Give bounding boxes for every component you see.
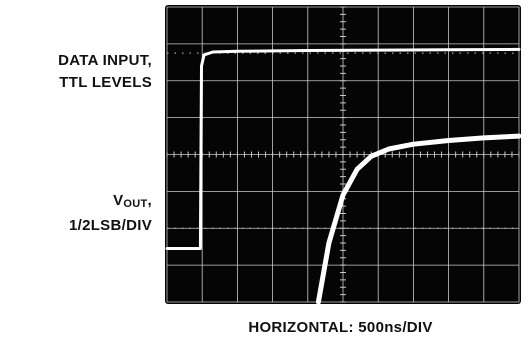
vout-main: V xyxy=(113,192,124,209)
oscilloscope-screen xyxy=(165,5,521,304)
vout-trace xyxy=(315,133,521,304)
graticule xyxy=(166,6,520,303)
data-input-label-line1: DATA INPUT, xyxy=(58,52,152,69)
traces xyxy=(165,47,521,304)
data-input-trace xyxy=(165,47,521,250)
data-input-label-line2: TTL LEVELS xyxy=(59,74,152,91)
horizontal-scale-label: HORIZONTAL: 500ns/DIV xyxy=(248,319,433,336)
vout-label-line2: 1/2LSB/DIV xyxy=(68,217,152,234)
vout-subscript: OUT xyxy=(123,198,148,210)
vout-label: VOUT, 1/2LSB/DIV xyxy=(0,190,152,237)
vout-label-line1: VOUT, xyxy=(0,190,152,215)
data-input-label: DATA INPUT, TTL LEVELS xyxy=(0,50,152,94)
vout-comma: , xyxy=(147,192,152,209)
